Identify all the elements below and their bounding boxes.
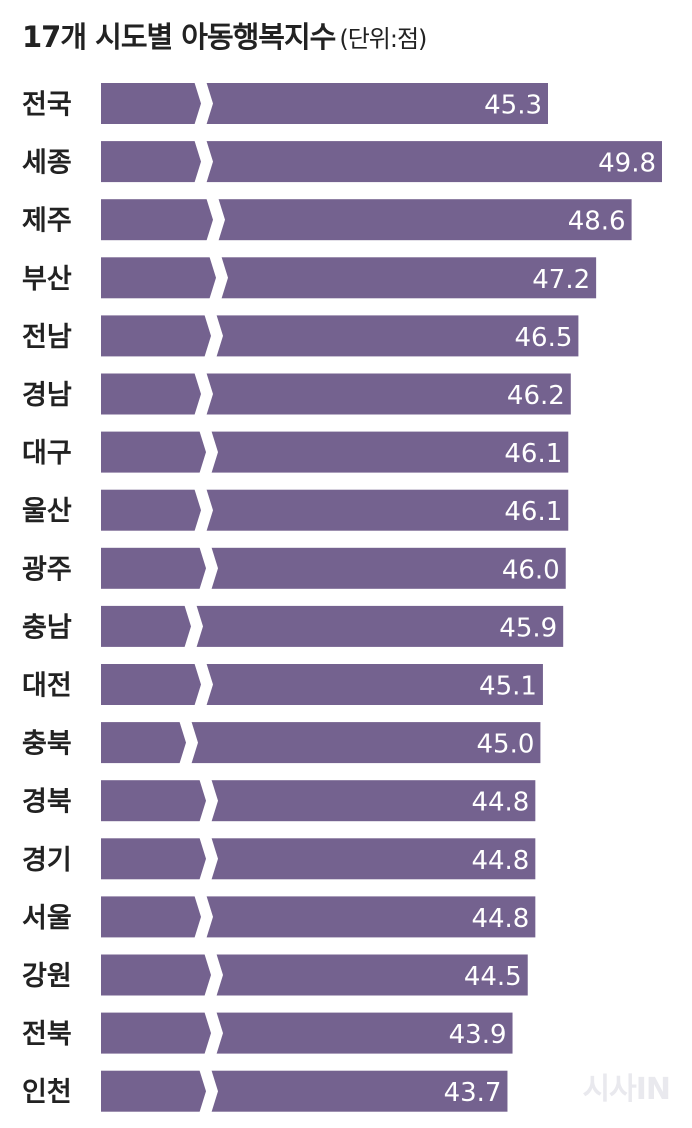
axis-break-gap — [206, 197, 225, 243]
bar — [101, 896, 536, 938]
category-label: 대전 — [22, 671, 72, 702]
value-label: 44.5 — [464, 962, 522, 992]
value-label: 46.2 — [507, 381, 565, 411]
category-label: 인천 — [22, 1077, 72, 1108]
bar-row: 전북 43.9 — [22, 1010, 513, 1056]
axis-break-gap — [199, 545, 218, 591]
axis-break-gap — [194, 894, 213, 940]
publisher-watermark: 시사IN — [582, 1072, 671, 1107]
axis-break-gap — [204, 313, 223, 359]
axis-break-gap — [194, 487, 213, 533]
category-label: 충남 — [22, 612, 72, 643]
category-label: 충북 — [22, 729, 72, 760]
axis-break-gap — [194, 371, 213, 417]
category-label: 서울 — [22, 903, 72, 934]
axis-break-gap — [204, 952, 223, 998]
value-label: 46.1 — [504, 439, 562, 469]
bar — [101, 373, 571, 415]
bar — [101, 547, 566, 589]
category-label: 세종 — [22, 148, 72, 179]
bar-row: 강원 44.5 — [22, 952, 528, 998]
bar-row: 경북 44.8 — [22, 778, 536, 824]
bar-row: 세종 49.8 — [22, 139, 662, 185]
bar-row: 전국 45.3 — [22, 81, 548, 126]
bar-row: 대전 45.1 — [22, 662, 543, 707]
bar — [101, 431, 569, 473]
value-label: 46.5 — [515, 323, 573, 353]
bar — [101, 664, 543, 705]
axis-break-gap — [204, 1010, 223, 1056]
bar-row: 울산 46.1 — [22, 487, 569, 533]
bar-row: 제주 48.6 — [22, 197, 632, 243]
category-label: 경북 — [22, 787, 72, 818]
bar — [101, 257, 597, 299]
chart-title-text: 17개 시도별 아동행복지수 — [22, 20, 336, 54]
category-label: 울산 — [22, 496, 72, 527]
axis-break-gap — [184, 603, 203, 649]
bar — [101, 315, 579, 357]
bar — [101, 199, 632, 241]
bar — [101, 722, 541, 764]
category-label: 제주 — [22, 206, 72, 237]
value-label: 44.8 — [471, 904, 529, 934]
value-label: 44.8 — [471, 788, 529, 818]
value-label: 43.7 — [444, 1078, 502, 1108]
chart-title: 17개 시도별 아동행복지수 (단위:점) — [22, 14, 427, 56]
value-label: 46.0 — [502, 555, 560, 585]
bar — [101, 83, 548, 124]
bar — [101, 605, 564, 647]
bar — [101, 838, 536, 880]
bar-row: 경기 44.8 — [22, 836, 536, 882]
bar-row: 인천 43.7 — [22, 1068, 508, 1114]
bar-row: 부산 47.2 — [22, 255, 597, 301]
value-label: 47.2 — [532, 265, 590, 295]
axis-break-gap — [194, 139, 213, 185]
axis-break-gap — [199, 836, 218, 882]
bar — [101, 141, 662, 183]
bar — [101, 1012, 513, 1054]
axis-break-gap — [179, 720, 198, 766]
category-label: 전남 — [22, 322, 72, 353]
bar — [101, 489, 569, 531]
bar — [101, 1070, 508, 1112]
value-label: 45.1 — [479, 672, 537, 702]
category-label: 광주 — [22, 554, 72, 585]
bar-row: 대구 46.1 — [22, 429, 569, 475]
axis-break-gap — [199, 429, 218, 475]
axis-break-gap — [199, 1068, 218, 1114]
value-label: 45.0 — [477, 730, 535, 760]
value-label: 46.1 — [504, 497, 562, 527]
value-label: 44.8 — [471, 846, 529, 876]
value-label: 45.3 — [484, 91, 542, 121]
chart-unit: (단위:점) — [339, 25, 427, 53]
bar-row: 서울 44.8 — [22, 894, 536, 940]
bar — [101, 780, 536, 822]
value-label: 43.9 — [449, 1020, 507, 1050]
axis-break-gap — [209, 255, 228, 301]
axis-break-gap — [194, 662, 213, 707]
value-label: 49.8 — [598, 149, 656, 179]
category-label: 전북 — [22, 1019, 72, 1050]
axis-break-gap — [199, 778, 218, 824]
category-label: 경기 — [22, 845, 72, 876]
category-label: 강원 — [22, 961, 72, 992]
bar-row: 충남 45.9 — [22, 603, 564, 649]
bar-row: 경남 46.2 — [22, 371, 571, 417]
category-label: 대구 — [22, 438, 72, 469]
axis-break-gap — [194, 81, 213, 126]
bar-row: 광주 46.0 — [22, 545, 566, 591]
value-label: 45.9 — [499, 613, 557, 643]
category-label: 부산 — [22, 264, 72, 295]
bar-row: 충북 45.0 — [22, 720, 541, 766]
value-label: 48.6 — [568, 207, 626, 237]
bar — [101, 954, 528, 996]
category-label: 전국 — [22, 90, 72, 121]
bar-row: 전남 46.5 — [22, 313, 579, 359]
category-label: 경남 — [22, 380, 72, 411]
